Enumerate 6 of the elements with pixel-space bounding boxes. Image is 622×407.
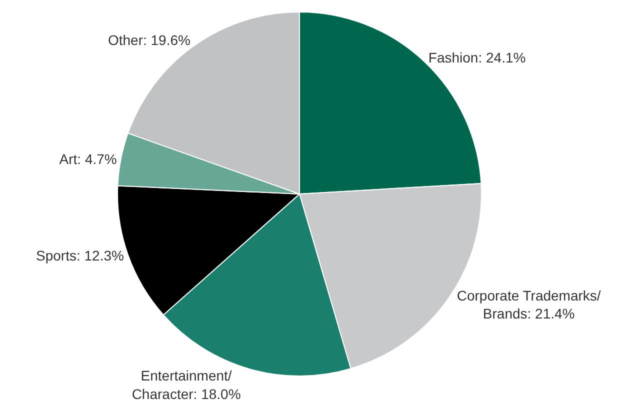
slice-label: Art: 4.7% (59, 150, 117, 167)
slice-label: Entertainment/Character: 18.0% (132, 368, 241, 402)
slice-label: Corporate Trademarks/Brands: 21.4% (456, 287, 601, 322)
slice-label: Sports: 12.3% (36, 248, 124, 264)
slice-label: Fashion: 24.1% (428, 49, 526, 66)
slice-label: Other: 19.6% (108, 32, 190, 48)
